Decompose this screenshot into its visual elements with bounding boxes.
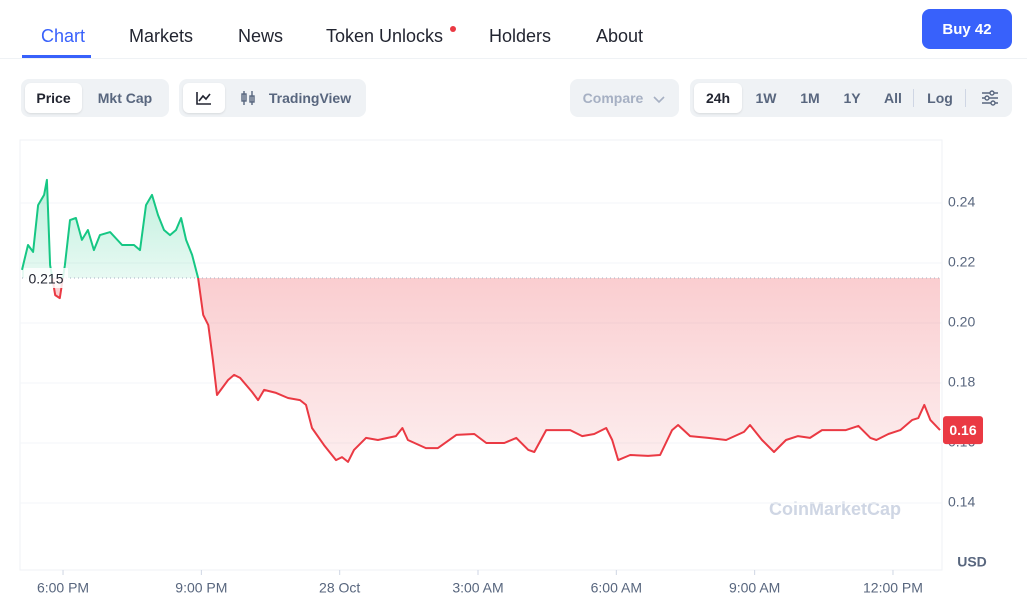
- compare-group: [570, 79, 679, 117]
- settings-svg: [982, 90, 998, 106]
- baseline-label-bg: [24, 268, 68, 288]
- y-tick-label: 0.18: [948, 374, 975, 390]
- y-tick-label: 0.16: [948, 434, 975, 450]
- chevron: [653, 92, 665, 110]
- x-tick-label: 12:00 PM: [863, 580, 923, 596]
- baseline-label: 0.215: [28, 271, 63, 287]
- currency-label: USD: [957, 554, 987, 570]
- tab[interactable]: Holders: [489, 26, 552, 46]
- price-button[interactable]: Price: [25, 83, 82, 113]
- plot-frame: [19, 139, 943, 571]
- price-area: [22, 179, 940, 462]
- range-button[interactable]: 24h: [694, 83, 742, 113]
- range-group: [690, 79, 1012, 117]
- divider: [0, 58, 1027, 59]
- tab[interactable]: Chart: [41, 26, 86, 46]
- candle-icon: [240, 90, 258, 111]
- compare-button[interactable]: Compare: [582, 90, 644, 106]
- x-tick-label: 9:00 AM: [729, 580, 780, 596]
- line-icon: [196, 92, 211, 105]
- tab[interactable]: News: [238, 26, 284, 46]
- separator: [913, 89, 914, 107]
- mktcap-button[interactable]: Mkt Cap: [97, 90, 153, 106]
- tab-underline: [22, 55, 91, 58]
- range-button[interactable]: 1W: [755, 90, 777, 106]
- settings-icon[interactable]: [981, 90, 999, 111]
- price-line: [21, 178, 941, 463]
- tradingview-button[interactable]: TradingView: [268, 90, 352, 106]
- y-tick-label: 0.24: [948, 194, 975, 210]
- chevron-svg: [653, 96, 665, 104]
- tab[interactable]: About: [596, 26, 644, 46]
- watermark: CoinMarketCap: [769, 499, 901, 519]
- line-button[interactable]: [183, 83, 225, 113]
- x-tick-label: 6:00 PM: [37, 580, 89, 596]
- buy-button[interactable]: Buy 42: [922, 9, 1012, 49]
- range-button[interactable]: 1Y: [843, 90, 861, 106]
- last-price-label: 0.16: [949, 422, 976, 438]
- range-button[interactable]: All: [884, 90, 902, 106]
- x-tick-label: 28 Oct: [319, 580, 360, 596]
- log-button[interactable]: Log: [927, 90, 953, 106]
- tab[interactable]: Token Unlocks: [326, 26, 444, 46]
- y-tick-label: 0.22: [948, 254, 975, 270]
- y-tick-label: 0.20: [948, 314, 975, 330]
- x-tick-label: 6:00 AM: [591, 580, 642, 596]
- candle-svg: [241, 91, 255, 105]
- y-tick-label: 0.14: [948, 494, 975, 510]
- separator: [965, 89, 966, 107]
- tab[interactable]: Markets: [129, 26, 194, 46]
- x-tick-label: 3:00 AM: [452, 580, 503, 596]
- range-button[interactable]: 1M: [800, 90, 820, 106]
- badge-dot: [450, 26, 456, 32]
- last-price-badge: [943, 416, 983, 445]
- x-tick-label: 9:00 PM: [175, 580, 227, 596]
